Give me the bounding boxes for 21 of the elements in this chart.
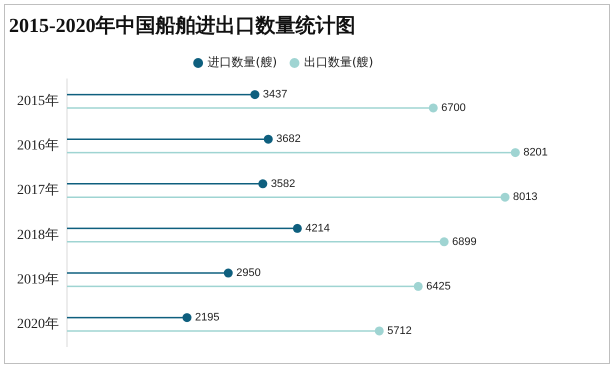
y-tick-label: 2018年 [17,226,59,243]
data-label: 3682 [276,133,301,146]
data-label: 2950 [236,267,261,280]
y-tick-label: 2020年 [17,316,59,332]
data-label: 6899 [452,236,477,248]
legend-label: 进口数量(艘) [208,55,278,70]
legend-label: 出口数量(艘) [304,55,374,70]
data-label: 4214 [305,222,330,234]
data-label: 3582 [270,178,296,190]
data-label: 3437 [262,88,288,101]
y-tick-label: 2015年 [17,92,59,109]
data-label: 6700 [441,102,466,114]
y-tick-label: 2019年 [17,271,59,288]
data-label: 5712 [387,325,412,338]
data-label: 2195 [194,312,220,324]
y-tick-label: 2016年 [17,138,59,154]
data-label: 6425 [426,280,451,292]
data-label: 8201 [523,146,548,159]
chart-title: 2015-2020年中国船舶进出口数量统计图 [9,14,356,38]
data-label: 8013 [513,191,538,204]
y-tick-label: 2017年 [17,182,59,198]
